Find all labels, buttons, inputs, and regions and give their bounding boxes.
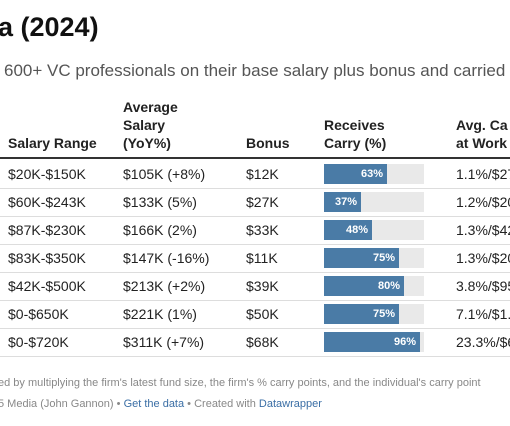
table-cell: 1.1%/$27 — [456, 166, 510, 182]
table-cell: $87K-$230K — [8, 222, 86, 238]
column-header: Receives Carry (%) — [324, 117, 387, 151]
table-cell: $213K (+2%) — [123, 278, 206, 294]
bar-label: 75% — [372, 308, 395, 320]
column-header: Salary Range — [8, 135, 97, 151]
table-cell: $166K (2%) — [123, 222, 197, 238]
source-line: 5 Media (John Gannon) • Get the data • C… — [0, 398, 322, 410]
header-rule — [0, 157, 510, 159]
table-row: $0-$720K $311K (+7%) $68K 23.3%/$6 96% — [0, 328, 510, 357]
table-cell: $147K (-16%) — [123, 250, 210, 266]
carry-bar — [324, 164, 387, 184]
data-link[interactable]: Get the data — [123, 398, 185, 410]
table-row: $42K-$500K $213K (+2%) $39K 3.8%/$95 80% — [0, 272, 510, 301]
table-cell: $33K — [246, 222, 279, 238]
separator: • — [116, 398, 121, 410]
carry-bar — [324, 332, 420, 352]
table-cell: $60K-$243K — [8, 194, 86, 210]
table-cell: 3.8%/$95 — [456, 278, 510, 294]
bar-label: 96% — [393, 336, 416, 348]
footnote: ed by multiplying the firm's latest fund… — [0, 377, 481, 389]
table-cell: 7.1%/$1. — [456, 306, 510, 322]
table-cell: $12K — [246, 166, 279, 182]
table-cell: $42K-$500K — [8, 278, 86, 294]
table-row: $87K-$230K $166K (2%) $33K 1.3%/$42 48% — [0, 216, 510, 245]
bar-label: 37% — [334, 196, 357, 208]
table-cell: $221K (1%) — [123, 306, 197, 322]
bar-label: 48% — [345, 224, 368, 236]
table-cell: $105K (+8%) — [123, 166, 206, 182]
tool-link[interactable]: Datawrapper — [258, 398, 322, 410]
table-cell: $83K-$350K — [8, 250, 86, 266]
table-cell: $68K — [246, 334, 279, 350]
carry-bar — [324, 304, 399, 324]
column-header: Bonus — [246, 135, 290, 151]
table-row: $20K-$150K $105K (+8%) $12K 1.1%/$27 63% — [0, 160, 510, 189]
bar-label: 63% — [360, 168, 383, 180]
table-cell: $50K — [246, 306, 279, 322]
table-cell: $133K (5%) — [123, 194, 197, 210]
table-cell: $311K (+7%) — [123, 334, 205, 350]
table-row: $83K-$350K $147K (-16%) $11K 1.3%/$20 75% — [0, 244, 510, 273]
separator: • — [187, 398, 192, 410]
table-cell: $0-$720K — [8, 334, 69, 350]
carry-bar — [324, 220, 372, 240]
carry-bar — [324, 192, 361, 212]
table-cell: $0-$650K — [8, 306, 69, 322]
table-row: $60K-$243K $133K (5%) $27K 1.2%/$20 37% — [0, 188, 510, 217]
bar-label: 80% — [377, 280, 400, 292]
source: 5 Media (John Gannon) — [0, 398, 114, 410]
carry-bar — [324, 276, 404, 296]
table-cell: 1.2%/$20 — [456, 194, 510, 210]
table-cell: 1.3%/$42 — [456, 222, 510, 238]
credit: Created with — [194, 398, 256, 410]
table-cell: $27K — [246, 194, 279, 210]
table-row: $0-$650K $221K (1%) $50K 7.1%/$1. 75% — [0, 300, 510, 329]
title: a (2024) — [0, 12, 99, 42]
bar-label: 75% — [372, 252, 395, 264]
carry-bar — [324, 248, 399, 268]
table-cell: 1.3%/$20 — [456, 250, 510, 266]
table-cell: 23.3%/$6 — [456, 334, 510, 350]
table-cell: $11K — [246, 250, 278, 266]
table-cell: $39K — [246, 278, 279, 294]
column-header: Avg. Ca at Work — [456, 117, 508, 151]
column-header: Average Salary (YoY%) — [123, 99, 178, 151]
table-cell: $20K-$150K — [8, 166, 86, 182]
subtitle: 600+ VC professionals on their base sala… — [4, 61, 506, 80]
